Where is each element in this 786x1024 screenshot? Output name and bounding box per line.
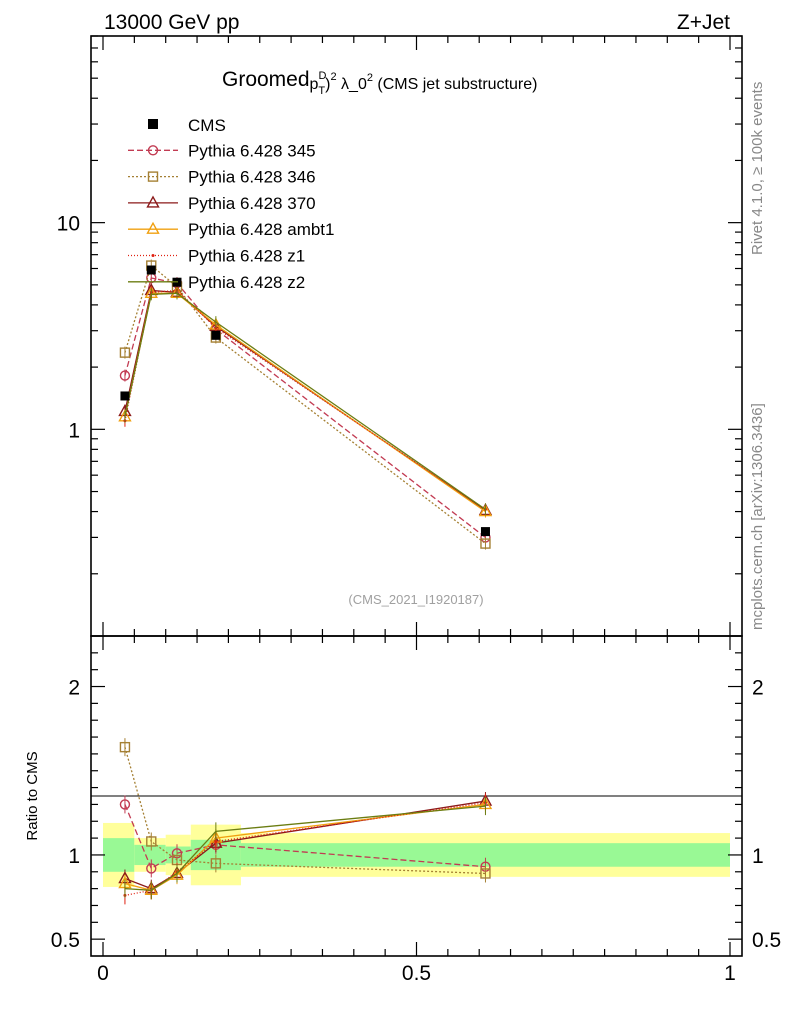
series-line-main [124,277,486,538]
series-point-ratio [119,799,131,810]
series-point-main [119,370,131,381]
legend-marker-cms [148,119,158,129]
legend-marker [151,254,155,257]
data-point [480,527,490,537]
series-line-main [124,264,486,545]
x-tick-label: 1 [724,962,736,985]
legend-label: Pythia 6.428 ambt1 [188,220,334,239]
ratio-y-tick-label-left: 0.5 [51,929,80,952]
legend-marker [147,171,159,182]
series-point-main [480,538,491,549]
series-line-main [124,292,486,513]
series-point-ratio [214,839,218,843]
main-y-tick-label: 1 [68,419,80,442]
legend-label: Pythia 6.428 z1 [188,247,305,266]
ratio-band-inner [134,844,166,866]
legend-label: Pythia 6.428 346 [188,168,316,187]
x-tick-label: 0.5 [402,962,431,985]
series-line-main [124,289,486,510]
series-line-main [124,292,486,510]
axis-ticks [91,35,742,956]
main-series-group [118,259,493,550]
ratio-y-tick-label-right: 0.5 [752,929,781,952]
series-point-ratio [119,741,131,753]
chart-title: GroomedpD T)2 λ_02 (CMS jet substructure) [222,68,537,97]
ratio-series-group [118,738,493,905]
energy-label: 13000 GeV pp [104,11,239,34]
analysis-id-label: (CMS_2021_I1920187) [348,592,483,607]
ratio-y-tick-label-left: 1 [68,845,80,868]
legend: CMS Pythia 6.428 345 Pythia 6.428 346 Pythi… [128,116,334,292]
series-line-main [124,289,486,511]
mcplots-label: mcplots.cern.ch [arXiv:1306.3436] [749,403,766,630]
process-label: Z+Jet [677,11,730,34]
legend-marker [146,195,160,208]
legend-label: Pythia 6.428 z2 [188,273,305,292]
legend-marker [146,221,160,234]
rivet-label: Rivet 4.1.0, ≥ 100k events [749,82,766,255]
main-y-tick-label: 10 [57,213,80,236]
ratio-y-tick-label-right: 1 [752,845,764,868]
axis-tick-labels: 1 10 0.5 0.5 1 1 2 2 0 0.5 1 [51,213,781,985]
data-point [146,265,156,275]
series-point-ratio [210,858,222,869]
series-point-ratio [146,836,157,847]
legend-label-cms: CMS [188,116,226,135]
series-point-ratio [480,868,491,879]
ratio-y-axis-label: Ratio to CMS [24,751,41,840]
series-line-ratio [124,802,486,897]
series-point-main [119,347,131,358]
data-point [211,330,221,340]
ratio-y-tick-label-right: 2 [752,677,764,700]
ratio-y-tick-label-left: 2 [68,677,80,700]
legend-label: Pythia 6.428 345 [188,141,316,160]
series-point-ratio [146,863,157,874]
legend-marker [147,145,159,156]
legend-label: Pythia 6.428 370 [188,194,316,213]
ratio-band-inner [240,843,730,867]
ratio-uncertainty-bands [103,822,730,887]
ratio-band-inner [103,838,135,872]
x-tick-label: 0 [97,962,109,985]
series-point-main [478,504,493,517]
data-point [120,391,130,401]
